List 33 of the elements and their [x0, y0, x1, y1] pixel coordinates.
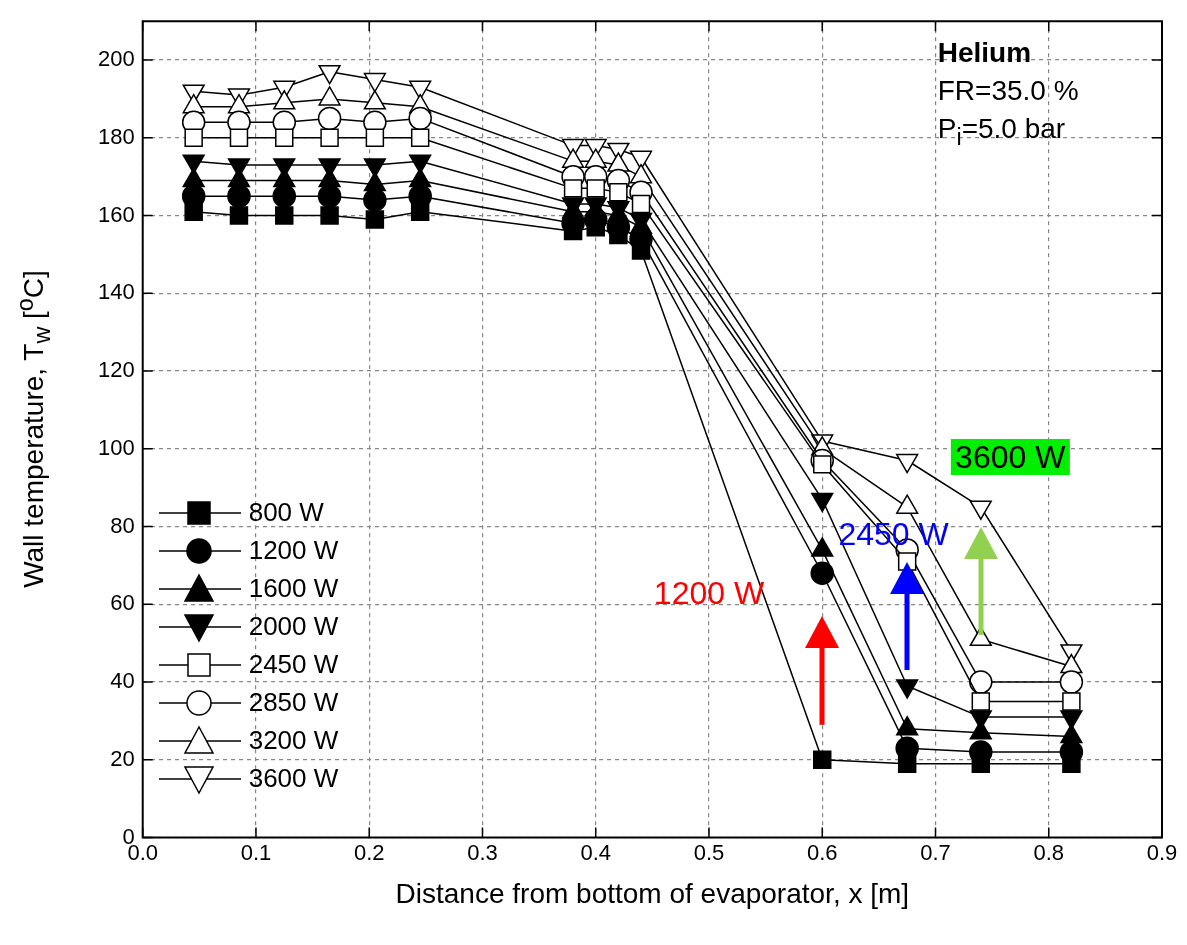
- legend-label: 2450 W: [248, 649, 339, 681]
- y-tick-label: 80: [110, 512, 135, 538]
- x-axis-title: Distance from bottom of evaporator, x [m]: [395, 877, 910, 909]
- y-tick-label: 100: [97, 434, 135, 460]
- x-tick-label: 0.8: [1033, 839, 1065, 865]
- legend-label: 1600 W: [248, 573, 339, 605]
- x-tick-label: 0.4: [580, 839, 612, 865]
- legend-label: 2850 W: [248, 687, 339, 719]
- y-tick-label: 20: [110, 745, 135, 771]
- x-tick-label: 0.3: [467, 839, 498, 865]
- x-tick-label: 0.6: [806, 839, 838, 865]
- x-tick-label: 0.2: [353, 839, 385, 865]
- y-tick-label: 40: [110, 668, 135, 694]
- annotation: P$_{i}$=5.0 bar: [937, 113, 1066, 150]
- annotation: 1200 W: [653, 574, 765, 611]
- annotation: FR=35.0 %: [937, 75, 1079, 107]
- x-tick-label: 0.7: [920, 839, 951, 865]
- annotation: Helium: [937, 37, 1032, 69]
- x-tick-label: 0.5: [693, 839, 725, 865]
- y-tick-label: 200: [97, 46, 135, 72]
- y-tick-label: 120: [97, 357, 135, 383]
- legend-label: 3600 W: [248, 763, 339, 795]
- x-tick-label: 0.9: [1146, 839, 1178, 865]
- legend-label: 3200 W: [248, 725, 339, 757]
- legend-label: 2000 W: [248, 611, 339, 643]
- y-tick-label: 60: [110, 590, 135, 616]
- y-tick-label: 140: [97, 279, 135, 305]
- x-tick-label: 0.1: [240, 839, 272, 865]
- legend-label: 800 W: [248, 497, 324, 529]
- y-tick-label: 180: [97, 123, 135, 149]
- y-tick-label: 160: [97, 201, 135, 227]
- legend-label: 1200 W: [248, 535, 339, 567]
- annotation: 3600 W: [951, 438, 1070, 475]
